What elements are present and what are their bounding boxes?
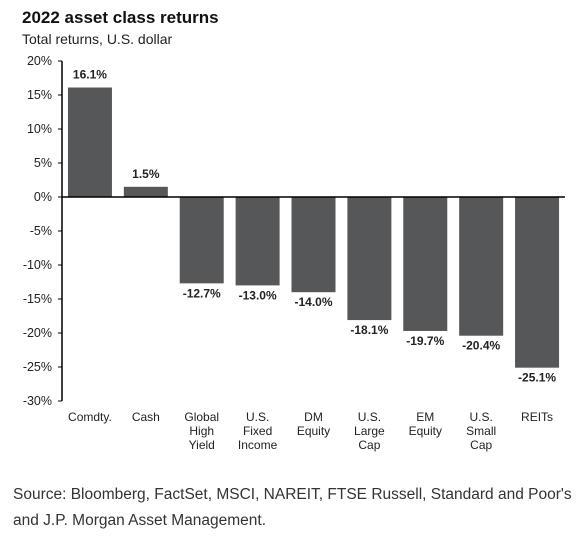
x-category-label: EM Equity <box>409 410 442 438</box>
x-category-label-line: U.S. <box>469 410 492 424</box>
x-category-label-line: Small <box>466 424 496 438</box>
source-note: Source: Bloomberg, FactSet, MSCI, NAREIT… <box>13 486 572 529</box>
y-axis: 20% 15% 10% 5% 0% -5% -10% -15% -20% -25% -30% <box>23 54 63 408</box>
data-label: 1.5% <box>132 167 160 181</box>
y-tick-label: -10% <box>23 258 52 272</box>
bar <box>459 197 504 336</box>
bar <box>291 197 336 293</box>
data-label: -14.0% <box>294 295 332 309</box>
y-tick-label: -20% <box>23 326 52 340</box>
data-label: -12.7% <box>183 286 221 300</box>
y-tick-label: 20% <box>27 54 52 68</box>
bar <box>515 197 560 368</box>
x-category-label: Cash <box>132 410 160 424</box>
x-category-label-line: Cap <box>358 438 380 452</box>
x-category-label: Global High Yield <box>184 410 219 452</box>
y-tick-label: -5% <box>30 224 52 238</box>
y-tick-label: 0% <box>34 190 52 204</box>
x-category-label-line: Large <box>354 424 385 438</box>
data-label: 16.1% <box>73 68 107 82</box>
y-tick-label: -15% <box>23 292 52 306</box>
chart-title: 2022 asset class returns <box>22 8 219 27</box>
y-tick-label: 15% <box>27 88 52 102</box>
x-category-label-line: Comdty. <box>68 410 112 424</box>
x-category-label-line: REITs <box>521 410 553 424</box>
x-category-label: U.S. Large Cap <box>354 410 385 452</box>
data-label: -20.4% <box>462 339 500 353</box>
x-category-label: Comdty. <box>68 410 112 424</box>
x-category-label-line: Global <box>184 410 219 424</box>
data-label: -13.0% <box>239 288 277 302</box>
x-category-label-line: Equity <box>409 424 442 438</box>
data-label: -18.1% <box>350 323 388 337</box>
bar <box>67 87 112 197</box>
x-category-label-line: U.S. <box>246 410 269 424</box>
data-labels: 16.1% 1.5% -12.7% -13.0% -14.0% -18.1% -19.7% -… <box>73 68 556 385</box>
bar <box>179 197 224 284</box>
y-tick-label: 5% <box>34 156 52 170</box>
y-tick-label: -25% <box>23 360 52 374</box>
x-category-label: U.S. Fixed Income <box>238 410 278 452</box>
y-tick-label: 10% <box>27 122 52 136</box>
x-category-label: DM Equity <box>297 410 330 438</box>
x-category-label-line: Income <box>238 438 278 452</box>
x-category-label-line: Cap <box>470 438 492 452</box>
x-category-label-line: DM <box>304 410 323 424</box>
y-tick-label: -30% <box>23 394 52 408</box>
x-category-label-line: High <box>189 424 214 438</box>
data-label: -19.7% <box>406 334 444 348</box>
bars <box>67 87 560 368</box>
x-category-label-line: Equity <box>297 424 330 438</box>
bar <box>403 197 448 331</box>
bar <box>123 186 168 197</box>
x-category-label-line: Fixed <box>243 424 272 438</box>
x-category-label-line: Cash <box>132 410 160 424</box>
x-category-label: U.S. Small Cap <box>466 410 496 452</box>
bar-chart: 20% 15% 10% 5% 0% -5% -10% -15% -20% -25% -30% 16.… <box>23 54 565 452</box>
bar <box>347 197 392 321</box>
x-category-label-line: U.S. <box>358 410 381 424</box>
chart-subtitle: Total returns, U.S. dollar <box>22 31 173 47</box>
bar <box>235 197 280 286</box>
data-label: -25.1% <box>518 371 556 385</box>
x-category-label-line: EM <box>416 410 434 424</box>
x-category-label: REITs <box>521 410 553 424</box>
x-category-label-line: Yield <box>189 438 215 452</box>
